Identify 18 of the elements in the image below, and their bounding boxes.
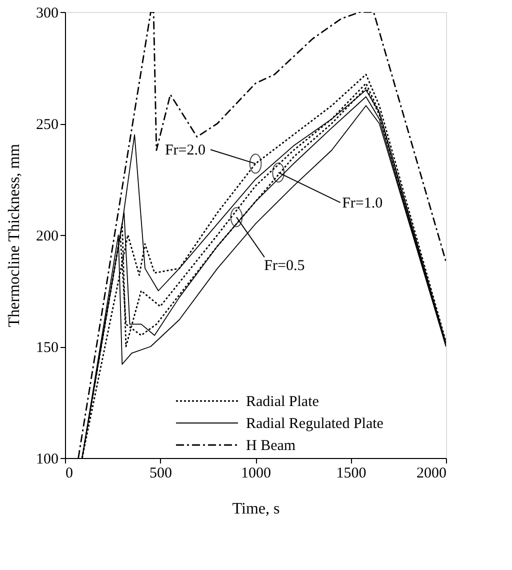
x-tick-label: 2000 — [416, 466, 446, 482]
y-tick-label: 300 — [36, 6, 58, 22]
x-axis-title: Time, s — [232, 500, 280, 518]
annotation: Fr=2.0 — [164, 142, 206, 159]
x-tick-label: 0 — [66, 466, 73, 482]
legend-label: Radial Plate — [246, 394, 320, 410]
annotation: Fr=1.0 — [342, 196, 383, 212]
y-axis-title: Thermocline Thickness, mm — [6, 143, 23, 328]
y-tick-label: 100 — [36, 452, 58, 468]
x-tick-label: 500 — [150, 466, 172, 482]
x-tick-label: 1500 — [336, 466, 366, 482]
y-tick-label: 150 — [36, 340, 58, 356]
legend-label: H Beam — [246, 438, 296, 454]
y-tick-label: 250 — [36, 117, 58, 133]
x-tick-label: 1000 — [241, 466, 271, 482]
annotation: Fr=0.5 — [264, 258, 305, 274]
legend-label: Radial Regulated Plate — [246, 416, 384, 432]
y-tick-label: 200 — [36, 228, 58, 244]
